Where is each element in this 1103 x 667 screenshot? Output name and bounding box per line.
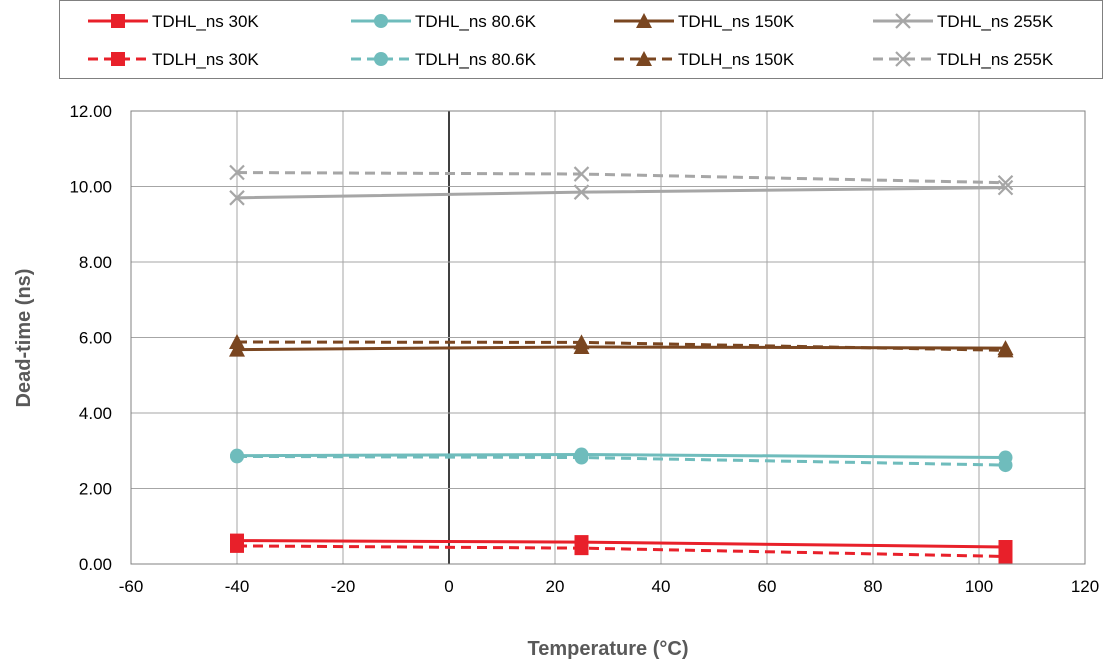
data-point (573, 166, 590, 182)
data-point (229, 190, 245, 206)
legend-box (59, 0, 1103, 79)
data-point (229, 164, 245, 181)
x-tick-label: 120 (1071, 577, 1099, 596)
legend-marker (636, 51, 652, 66)
data-point (574, 450, 589, 465)
y-axis-title: Dead-time (ns) (13, 269, 35, 408)
series-layer (229, 164, 1014, 564)
x-tick-label: 60 (758, 577, 777, 596)
data-point (998, 549, 1013, 564)
legend-label: TDLH_ns 150K (678, 50, 795, 69)
legend-item: TDLH_ns 80.6K (351, 50, 537, 69)
y-tick-label: 8.00 (79, 253, 112, 272)
x-tick-label: 20 (546, 577, 565, 596)
data-point (573, 334, 590, 350)
data-point (997, 179, 1014, 196)
data-point (229, 341, 245, 357)
legend-marker (636, 13, 652, 28)
legend-label: TDHL_ns 150K (678, 12, 795, 31)
x-tick-label: 100 (965, 577, 993, 596)
legend-marker (895, 51, 911, 67)
y-tick-label: 4.00 (79, 404, 112, 423)
series-5 (230, 449, 1013, 473)
series-6 (229, 334, 1014, 358)
y-tick-label: 2.00 (79, 480, 112, 499)
x-tick-label: -60 (119, 577, 144, 596)
x-tick-label: 40 (652, 577, 671, 596)
data-point (230, 538, 244, 553)
legend-marker (895, 13, 911, 29)
x-tick-label: 0 (444, 577, 453, 596)
legend-label: TDLH_ns 255K (937, 50, 1054, 69)
y-tick-label: 12.00 (69, 102, 112, 121)
y-tick-label: 0.00 (79, 555, 112, 574)
legend-item: TDHL_ns 255K (873, 12, 1054, 31)
x-tick-label: -40 (225, 577, 250, 596)
data-point (997, 342, 1014, 358)
legend-item: TDLH_ns 255K (873, 50, 1054, 69)
legend-marker (111, 14, 125, 28)
data-point (998, 458, 1013, 473)
x-axis-title: Temperature (°C) (528, 638, 689, 660)
legend-marker (111, 52, 125, 66)
legend-marker (374, 52, 388, 66)
x-tick-label: -20 (331, 577, 356, 596)
y-tick-labels: 0.00 2.00 4.00 6.00 8.00 10.00 12.00 (69, 102, 112, 574)
legend-item: TDLH_ns 150K (614, 50, 795, 69)
series-4 (230, 538, 1013, 564)
y-tick-label: 6.00 (79, 329, 112, 348)
data-point (997, 174, 1014, 191)
series-7 (229, 164, 1014, 191)
legend-item: TDHL_ns 150K (614, 12, 795, 31)
x-tick-labels: -60 -40 -20 0 20 40 60 80 100 120 (119, 577, 1099, 596)
series-3 (229, 179, 1014, 206)
legend-item: TDLH_ns 30K (88, 50, 259, 69)
y-tick-label: 10.00 (69, 178, 112, 197)
legend: TDHL_ns 30K TDHL_ns 80.6K TDHL_ns 150K TDHL… (88, 12, 1054, 69)
legend-label: TDLH_ns 80.6K (415, 50, 537, 69)
x-tick-label: 80 (864, 577, 883, 596)
legend-marker (374, 14, 388, 28)
legend-label: TDLH_ns 30K (152, 50, 259, 69)
plot-area (130, 110, 1086, 565)
data-point (573, 184, 590, 200)
legend-item: TDHL_ns 30K (88, 12, 259, 31)
legend-item: TDHL_ns 80.6K (351, 12, 537, 31)
data-point (574, 541, 589, 556)
data-point (230, 449, 244, 464)
legend-label: TDHL_ns 80.6K (415, 12, 537, 31)
data-point (229, 334, 245, 350)
legend-label: TDHL_ns 30K (152, 12, 259, 31)
legend-label: TDHL_ns 255K (937, 12, 1054, 31)
